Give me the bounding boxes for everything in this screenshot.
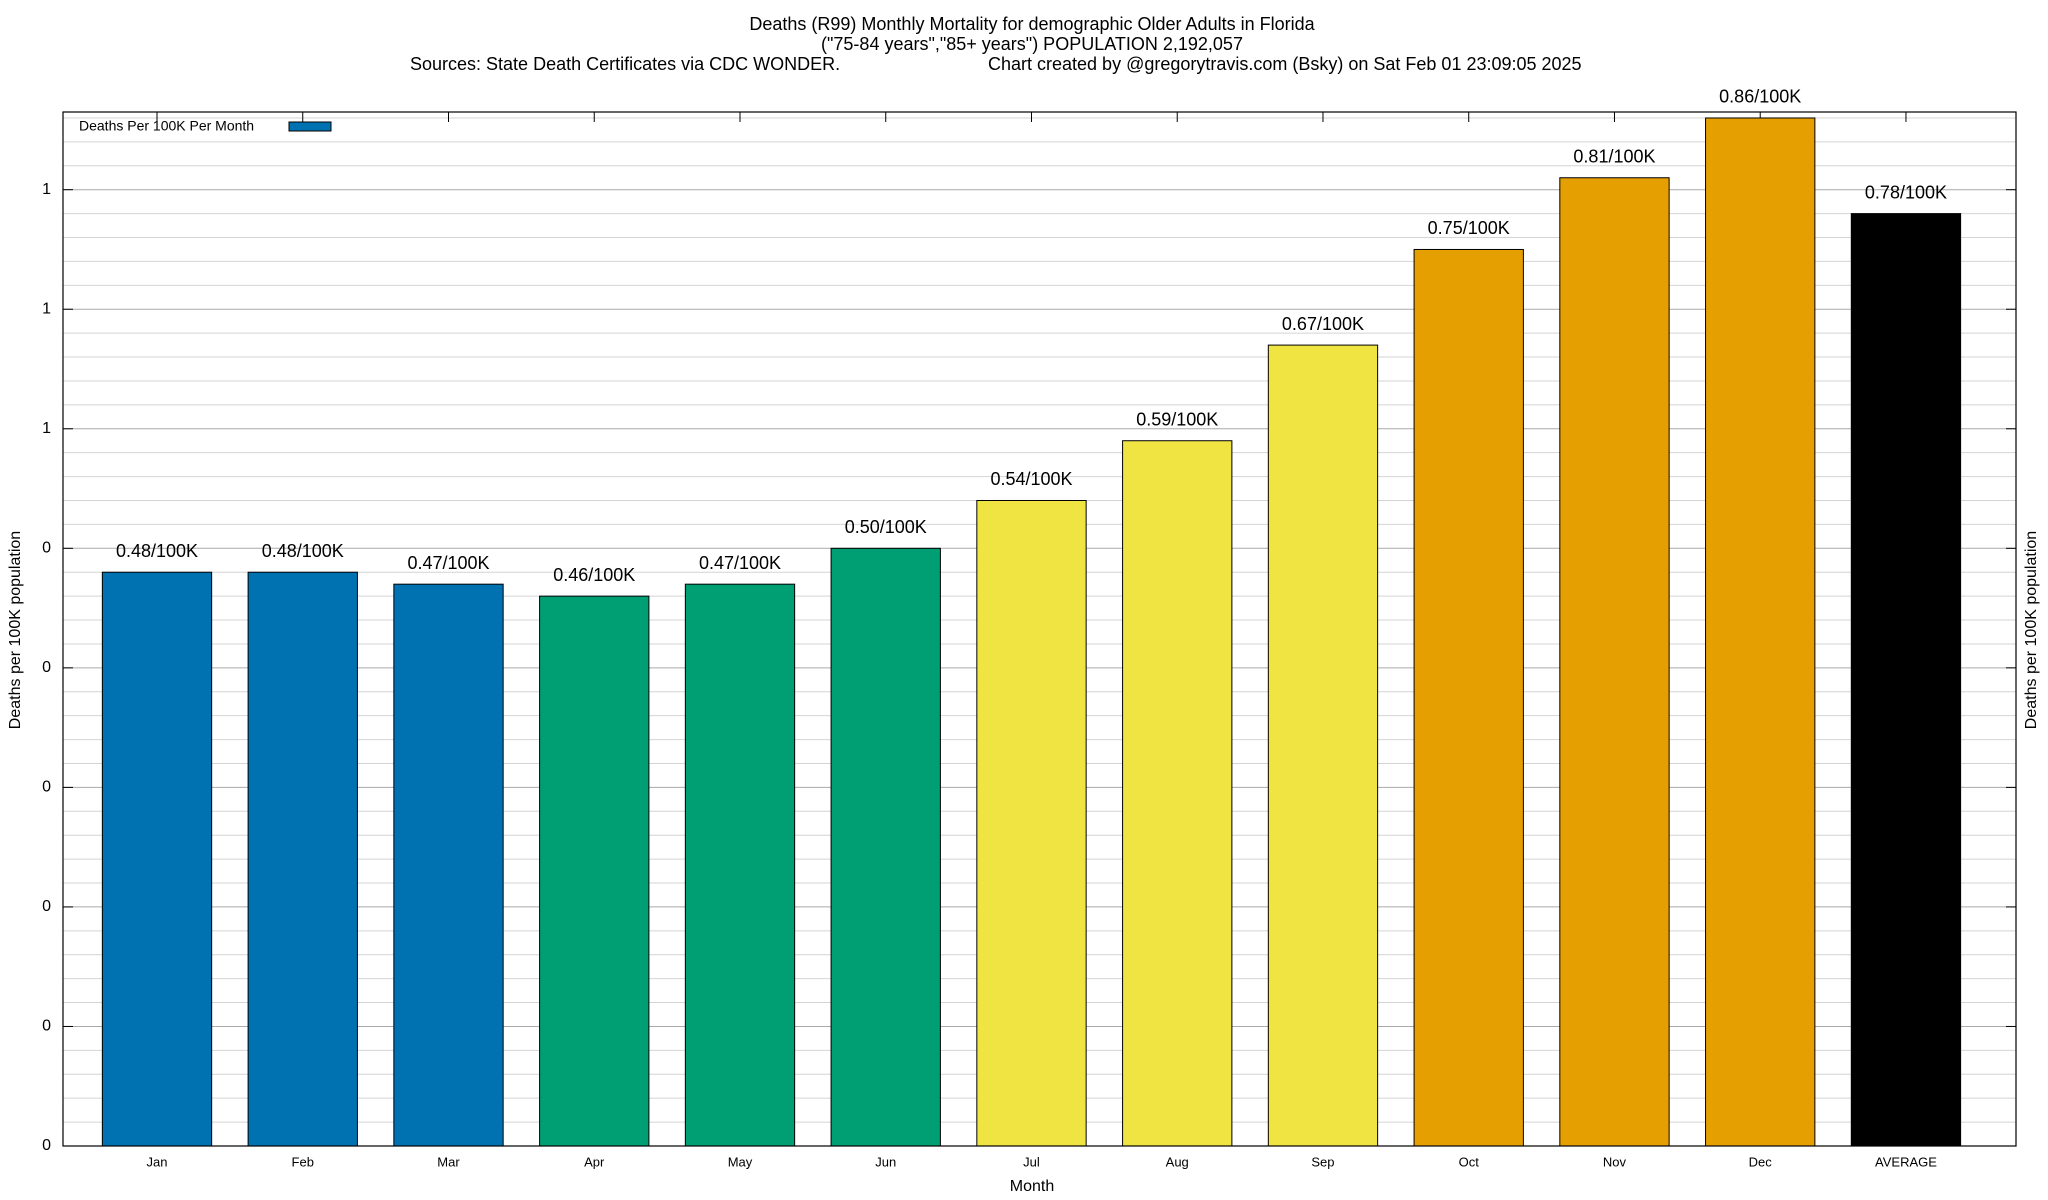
bar — [1267, 344, 1379, 1147]
x-axis-label: Month — [1010, 1178, 1054, 1195]
x-tick-label: Jan — [147, 1154, 168, 1169]
y-tick-label: 0 — [42, 898, 51, 915]
x-tick-label: Nov — [1603, 1154, 1627, 1169]
plot-frame — [62, 111, 2017, 1147]
bar — [976, 499, 1087, 1147]
value-label: 0.75/100K — [1428, 218, 1510, 238]
y-tick-label: 0 — [42, 1018, 51, 1035]
bar — [393, 583, 504, 1147]
y-axis-label: Deaths per 100K population — [7, 531, 24, 729]
bar — [1413, 248, 1524, 1147]
value-label: 0.86/100K — [1719, 87, 1801, 107]
x-tick-label: AVERAGE — [1875, 1154, 1937, 1169]
x-tick-label: Oct — [1459, 1154, 1480, 1169]
value-label: 0.67/100K — [1282, 314, 1364, 334]
bar — [1850, 213, 1962, 1147]
value-label: 0.59/100K — [1136, 409, 1218, 429]
value-label: 0.54/100K — [990, 469, 1072, 489]
value-label: 0.47/100K — [699, 553, 781, 573]
x-tick-label: Jun — [875, 1154, 896, 1169]
bar — [830, 547, 941, 1147]
x-tick-label: May — [728, 1154, 753, 1169]
credit-note: Chart created by @gregorytravis.com (Bsk… — [988, 54, 1582, 74]
value-label: 0.47/100K — [407, 553, 489, 573]
x-tick-label: Aug — [1166, 1154, 1189, 1169]
x-tick-label: Sep — [1311, 1154, 1334, 1169]
x-tick-label: Dec — [1749, 1154, 1773, 1169]
y-tick-label: 0 — [42, 779, 51, 796]
y2-axis-label: Deaths per 100K population — [2023, 531, 2040, 729]
y-tick-label: 1 — [42, 181, 51, 198]
y-tick-label: 0 — [42, 659, 51, 676]
bar — [539, 595, 650, 1147]
y-tick-label: 0 — [42, 1137, 51, 1154]
bar — [684, 583, 796, 1147]
x-tick-label: Jul — [1023, 1154, 1040, 1169]
bar — [1705, 117, 1816, 1147]
legend-swatch — [288, 121, 332, 132]
y-tick-label: 1 — [42, 300, 51, 317]
value-label: 0.78/100K — [1865, 182, 1947, 202]
value-label: 0.46/100K — [553, 565, 635, 585]
value-label: 0.50/100K — [845, 517, 927, 537]
bar — [1559, 177, 1670, 1147]
chart-subtitle: ("75-84 years","85+ years") POPULATION 2… — [821, 34, 1243, 54]
value-label: 0.48/100K — [116, 541, 198, 561]
y-tick-label: 0 — [42, 540, 51, 557]
bar — [101, 571, 213, 1147]
x-tick-label: Apr — [584, 1154, 605, 1169]
x-tick-label: Feb — [292, 1154, 314, 1169]
source-note: Sources: State Death Certificates via CD… — [410, 54, 840, 74]
value-label: 0.48/100K — [262, 541, 344, 561]
value-label: 0.81/100K — [1573, 146, 1655, 166]
bar — [247, 571, 358, 1147]
x-tick-label: Mar — [437, 1154, 460, 1169]
bar — [1122, 440, 1233, 1147]
y-tick-label: 1 — [42, 420, 51, 437]
legend-label: Deaths Per 100K Per Month — [79, 118, 254, 134]
chart-title: Deaths (R99) Monthly Mortality for demog… — [749, 14, 1315, 34]
